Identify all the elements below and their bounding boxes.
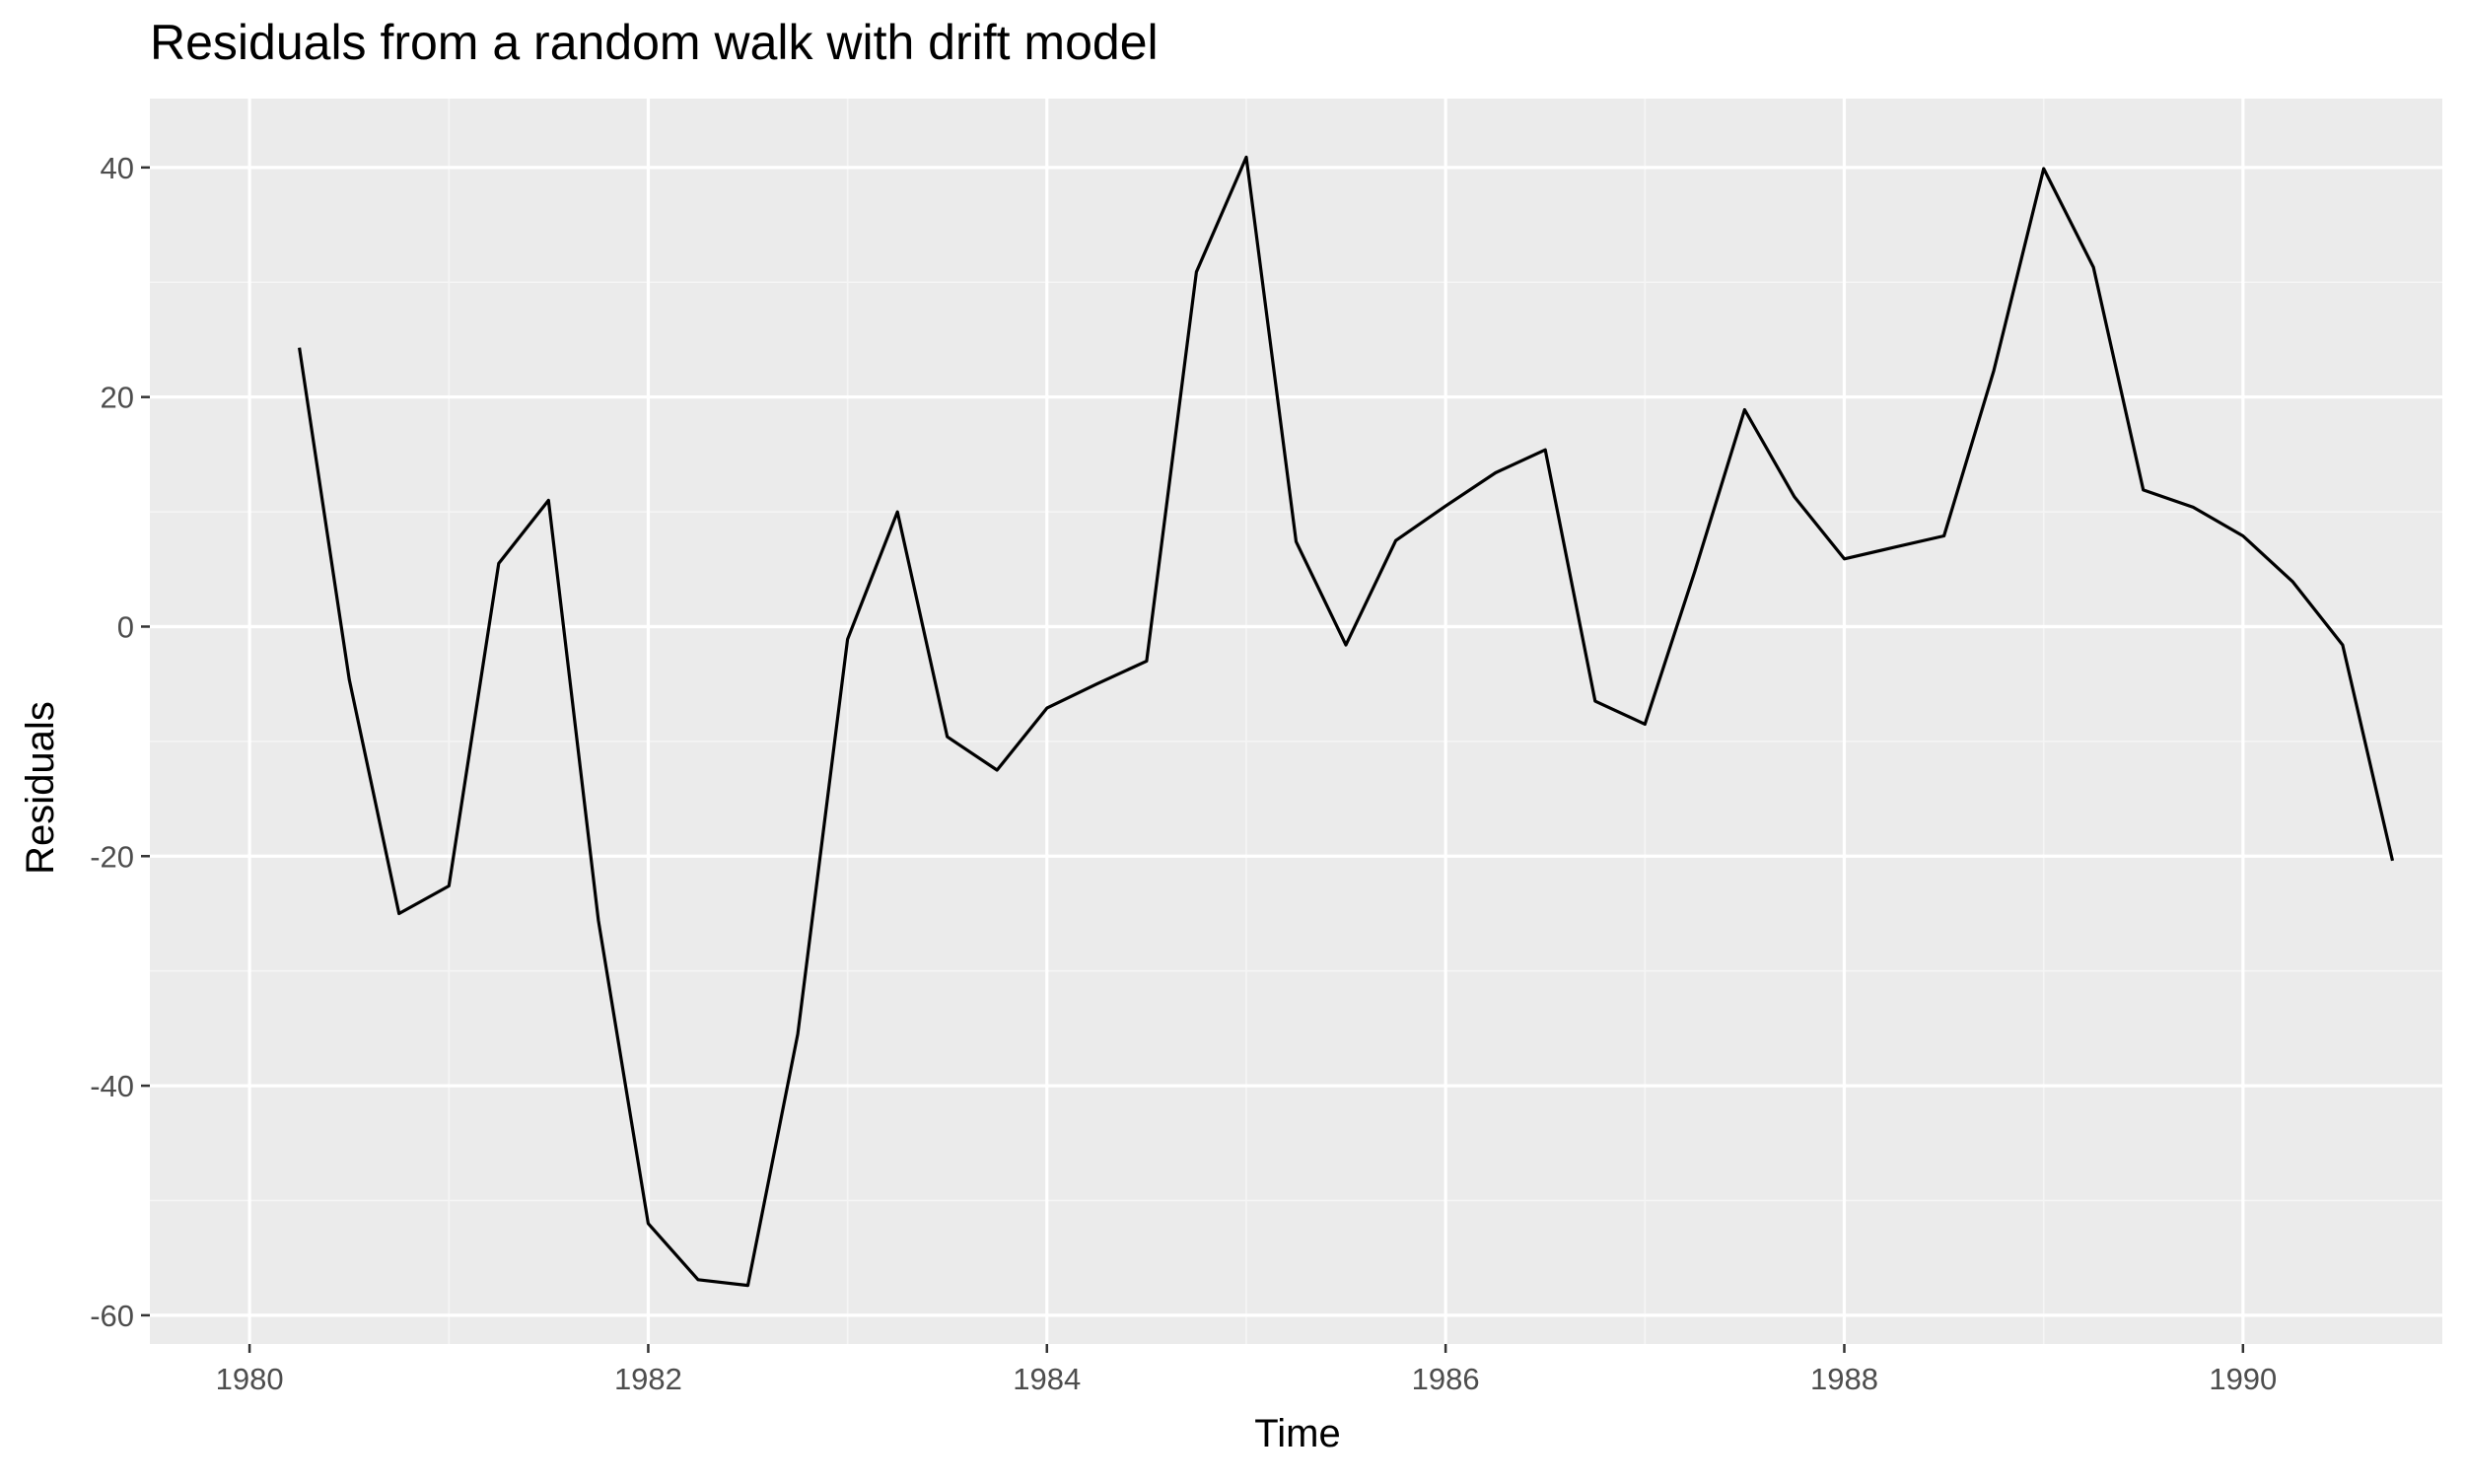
x-tick-label: 1986 xyxy=(1412,1362,1480,1396)
x-tick-label: 1982 xyxy=(614,1362,682,1396)
series-layer xyxy=(298,155,2395,1288)
y-tick-label: -20 xyxy=(90,839,134,874)
y-tick-label: 40 xyxy=(101,151,134,185)
chart-title: Residuals from a random walk with drift … xyxy=(150,15,1159,70)
grid-lines xyxy=(150,99,2442,1344)
y-axis-title: Residuals xyxy=(19,701,62,875)
x-tick-label: 1984 xyxy=(1013,1362,1081,1396)
y-tick-label: 20 xyxy=(101,381,134,415)
y-tick-label: -40 xyxy=(90,1069,134,1103)
plot-panel xyxy=(150,99,2442,1344)
residuals-series-line xyxy=(298,155,2395,1288)
panel-background xyxy=(150,99,2442,1344)
y-tick-label: -60 xyxy=(90,1299,134,1333)
x-axis-title: Time xyxy=(1254,1412,1340,1455)
y-tick-label: 0 xyxy=(117,609,134,644)
x-tick-label: 1990 xyxy=(2209,1362,2277,1396)
x-tick-label: 1988 xyxy=(1810,1362,1878,1396)
x-tick-label: 1980 xyxy=(216,1362,284,1396)
axis-ticks: 1980 1982 1984 1986 1988 1990 -60 -40 -20 0 20 40 xyxy=(90,151,2277,1396)
